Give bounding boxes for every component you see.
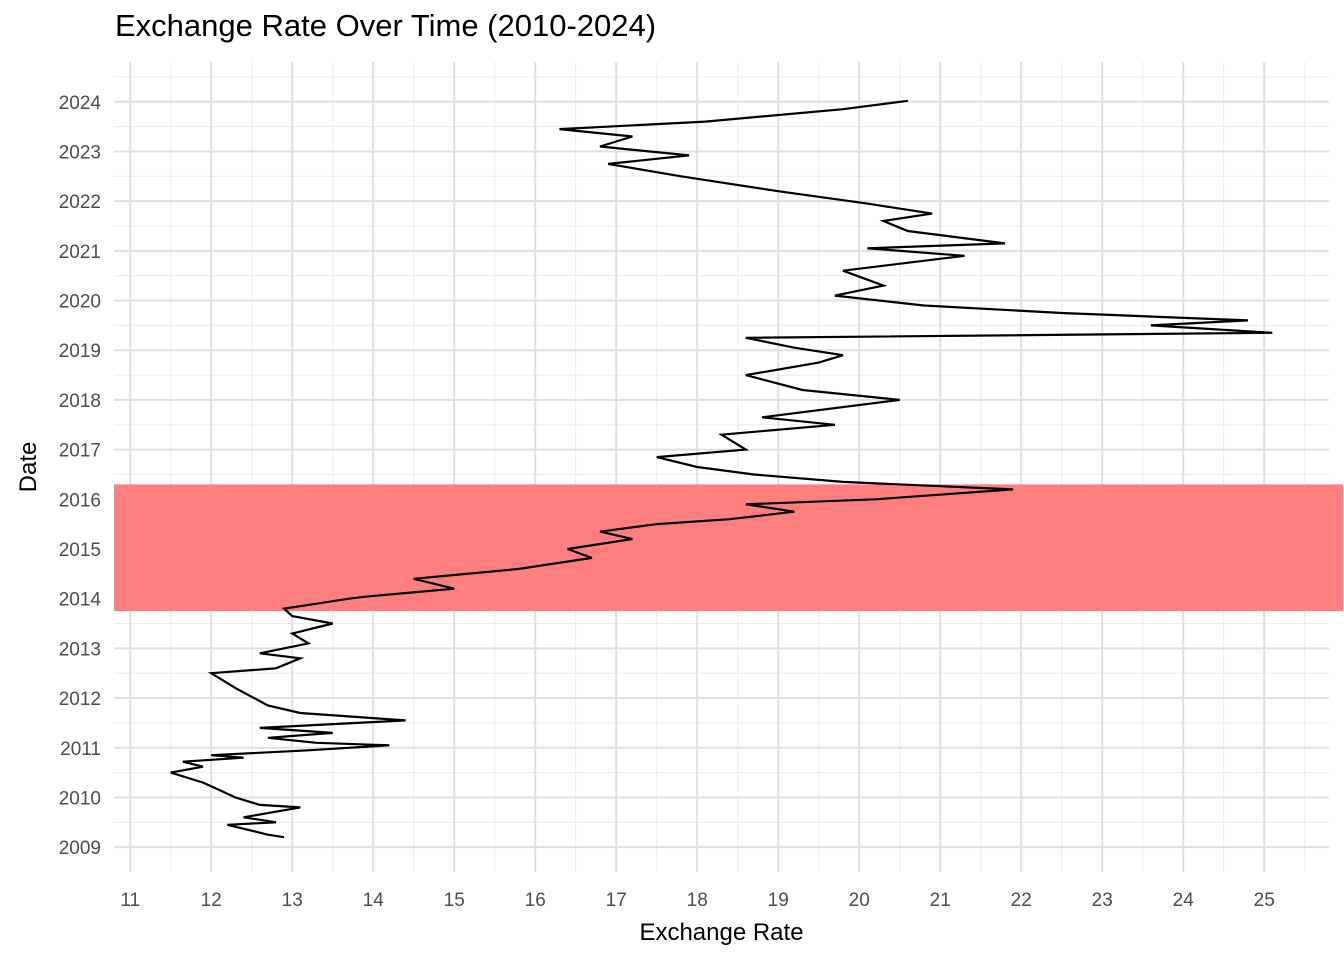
x-tick-label: 18 <box>687 890 708 911</box>
y-tick-label: 2012 <box>59 689 101 710</box>
y-tick-label: 2010 <box>59 788 101 809</box>
x-tick-label: 12 <box>201 890 222 911</box>
y-tick-label: 2011 <box>60 739 101 760</box>
x-tick-label: 14 <box>363 890 385 911</box>
exchange-rate-line <box>170 99 1273 839</box>
x-axis-title: Exchange Rate <box>639 919 803 946</box>
y-tick-label: 2017 <box>59 441 101 462</box>
x-tick-label: 19 <box>768 890 789 911</box>
x-tick-label: 21 <box>930 890 951 911</box>
x-tick-labels: 11 12 13 14 15 16 17 18 19 20 21 22 23 24 25 <box>120 890 1274 911</box>
y-axis-title: Date <box>15 442 42 493</box>
y-tick-label: 2019 <box>59 341 101 362</box>
x-tick-label: 11 <box>120 890 140 911</box>
y-tick-label: 2021 <box>59 242 101 263</box>
x-tick-label: 16 <box>525 890 546 911</box>
y-tick-label: 2016 <box>59 490 101 511</box>
y-tick-label: 2018 <box>59 391 101 412</box>
x-tick-label: 20 <box>849 890 870 911</box>
y-tick-label: 2022 <box>59 192 101 213</box>
highlight-band <box>114 484 1343 612</box>
y-tick-labels: 2009 2010 2011 2012 2013 2014 2015 2016 2017 2018… <box>59 93 102 859</box>
x-tick-label: 13 <box>282 890 303 911</box>
y-tick-label: 2015 <box>59 540 101 561</box>
y-tick-label: 2020 <box>59 292 101 313</box>
y-tick-label: 2024 <box>59 93 102 114</box>
x-tick-label: 22 <box>1011 890 1032 911</box>
y-tick-label: 2013 <box>59 639 101 660</box>
x-tick-label: 25 <box>1254 890 1275 911</box>
y-tick-label: 2014 <box>59 590 102 611</box>
x-tick-label: 24 <box>1173 890 1195 911</box>
x-tick-label: 17 <box>606 890 627 911</box>
y-tick-label: 2023 <box>59 142 101 163</box>
chart-title: Exchange Rate Over Time (2010-2024) <box>115 8 657 43</box>
y-tick-label: 2009 <box>59 838 101 859</box>
x-tick-label: 15 <box>444 890 465 911</box>
x-tick-label: 23 <box>1092 890 1113 911</box>
